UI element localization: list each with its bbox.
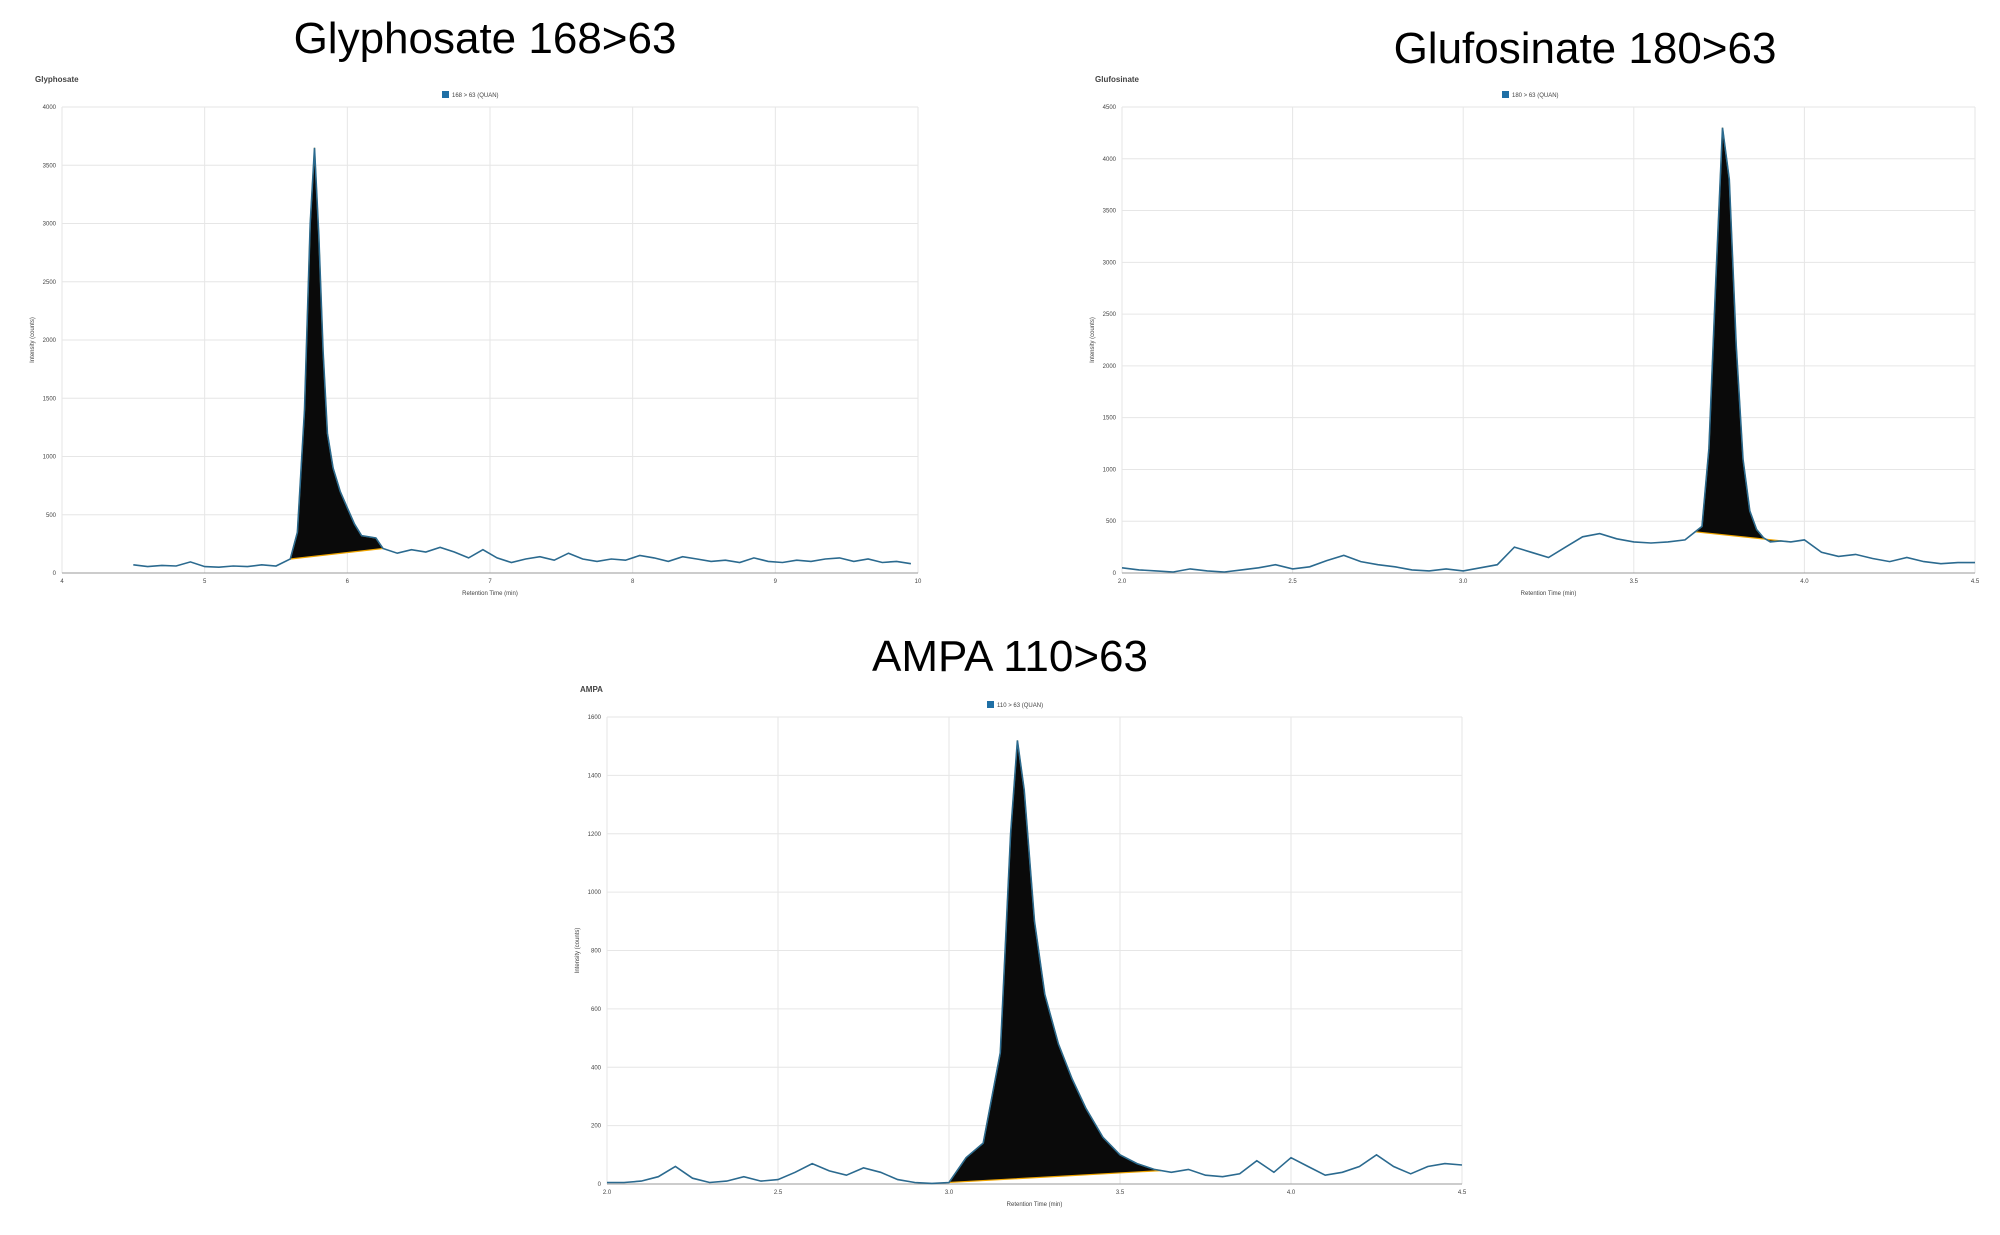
chromatogram-trace (133, 147, 912, 569)
legend-swatch (987, 701, 994, 708)
x-tick-label: 2.0 (603, 1190, 612, 1196)
y-tick-label: 0 (53, 571, 57, 577)
legend-swatch (1502, 91, 1509, 98)
y-tick-label: 2500 (1103, 312, 1117, 318)
y-tick-label: 800 (591, 949, 602, 955)
legend-label: 180 > 63 (QUAN) (1512, 93, 1559, 99)
panel-label: Glyphosate (35, 75, 79, 84)
legend-swatch (442, 91, 449, 98)
x-tick-label: 2.5 (1288, 579, 1297, 585)
y-tick-label: 1000 (43, 455, 57, 461)
y-tick-label: 2000 (1103, 364, 1117, 370)
x-tick-label: 8 (631, 579, 635, 585)
legend-label: 110 > 63 (QUAN) (997, 703, 1043, 709)
x-tick-label: 3.0 (1459, 579, 1468, 585)
y-tick-label: 500 (1106, 519, 1117, 525)
glyphosate-title: Glyphosate 168>63 (293, 14, 677, 63)
x-axis-label: Retention Time (min) (1521, 591, 1577, 597)
y-tick-label: 600 (591, 1007, 602, 1013)
y-axis-label: Intensity (counts) (30, 317, 36, 363)
chromatogram-trace (607, 740, 1463, 1185)
x-tick-label: 4.0 (1287, 1190, 1296, 1196)
y-tick-label: 400 (591, 1065, 602, 1071)
y-tick-label: 3000 (1103, 260, 1117, 266)
chromatogram-trace (1121, 127, 1975, 573)
y-tick-label: 500 (46, 513, 57, 519)
y-tick-label: 1200 (588, 832, 602, 838)
x-tick-label: 6 (346, 579, 350, 585)
x-tick-label: 3.5 (1630, 579, 1639, 585)
y-tick-label: 200 (591, 1124, 602, 1130)
x-tick-label: 4.5 (1971, 579, 1980, 585)
y-axis-label: Intensity (counts) (575, 928, 581, 974)
y-tick-label: 1000 (1103, 467, 1117, 473)
x-tick-label: 9 (774, 579, 778, 585)
x-tick-label: 5 (203, 579, 207, 585)
x-tick-label: 3.0 (945, 1190, 954, 1196)
x-tick-label: 7 (488, 579, 492, 585)
x-tick-label: 2.5 (774, 1190, 783, 1196)
x-axis-label: Retention Time (min) (462, 591, 518, 597)
y-tick-label: 1500 (1103, 416, 1117, 422)
legend-label: 168 > 63 (QUAN) (452, 93, 499, 99)
y-tick-label: 3500 (43, 163, 57, 169)
y-tick-label: 1400 (588, 773, 602, 779)
y-tick-label: 4000 (43, 105, 57, 111)
y-tick-label: 1500 (43, 396, 57, 402)
x-tick-label: 4.5 (1458, 1190, 1467, 1196)
x-tick-label: 4.0 (1800, 579, 1809, 585)
x-tick-label: 3.5 (1116, 1190, 1125, 1196)
x-tick-label: 4 (60, 579, 64, 585)
panel-label: AMPA (580, 685, 603, 694)
y-axis-label: Intensity (counts) (1090, 317, 1096, 363)
y-tick-label: 3000 (43, 222, 57, 228)
y-tick-label: 2000 (43, 338, 57, 344)
x-tick-label: 2.0 (1118, 579, 1127, 585)
y-tick-label: 0 (598, 1182, 602, 1188)
glufosinate-title: Glufosinate 180>63 (1393, 24, 1777, 73)
panel-label: Glufosinate (1095, 75, 1140, 84)
ampa-title: AMPA 110>63 (871, 632, 1149, 681)
y-tick-label: 1000 (588, 890, 602, 896)
integrated-peak-area (947, 740, 1162, 1184)
y-tick-label: 3500 (1103, 209, 1117, 215)
y-tick-label: 2500 (43, 280, 57, 286)
y-tick-label: 4000 (1103, 157, 1117, 163)
y-tick-label: 0 (1113, 571, 1117, 577)
y-tick-label: 4500 (1103, 105, 1117, 111)
x-axis-label: Retention Time (min) (1007, 1202, 1063, 1208)
y-tick-label: 1600 (588, 715, 602, 721)
x-tick-label: 10 (915, 579, 922, 585)
